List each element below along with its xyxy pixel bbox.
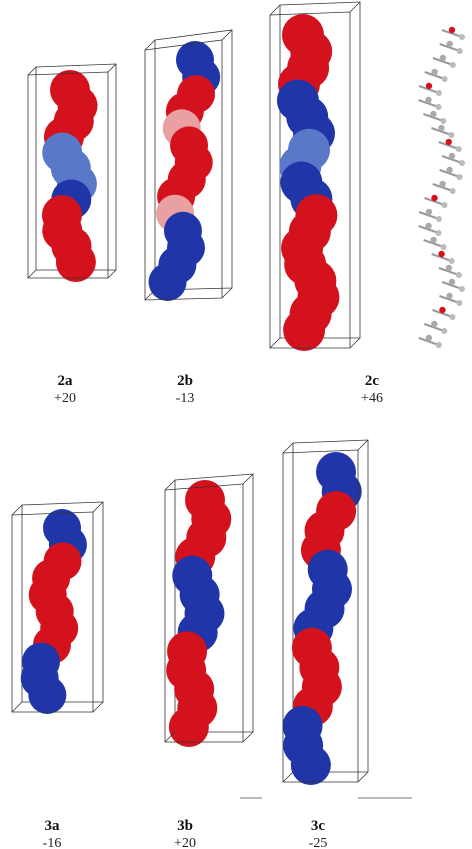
compound-value: +20 bbox=[174, 836, 196, 849]
bounding-box-edge bbox=[358, 440, 368, 450]
atom bbox=[456, 300, 462, 306]
atom bbox=[425, 223, 431, 229]
atom bbox=[447, 41, 453, 47]
bounding-box-edge bbox=[350, 2, 360, 12]
bounding-box-edge bbox=[145, 290, 155, 300]
atom bbox=[430, 237, 436, 243]
atom bbox=[438, 125, 444, 131]
atom bbox=[457, 174, 463, 180]
compound-value: +46 bbox=[361, 391, 383, 406]
atom bbox=[430, 111, 436, 117]
bounding-box-edge bbox=[222, 288, 232, 298]
atom bbox=[459, 286, 465, 292]
atom bbox=[439, 307, 445, 313]
atom-surface bbox=[56, 242, 96, 282]
bounding-box-edge bbox=[270, 338, 280, 348]
compound-value: -13 bbox=[176, 391, 195, 406]
atom bbox=[449, 258, 455, 264]
bounding-box-edge bbox=[28, 270, 36, 278]
atom bbox=[436, 216, 442, 222]
atom bbox=[448, 132, 454, 138]
molecule-art bbox=[12, 2, 465, 785]
atom bbox=[440, 55, 446, 61]
compound-label: 2a bbox=[58, 373, 74, 389]
atom-surface bbox=[28, 676, 66, 714]
bounding-box-edge bbox=[12, 702, 22, 712]
bounding-box-edge bbox=[358, 772, 368, 782]
bounding-box-edge bbox=[165, 480, 175, 490]
bounding-box-edge bbox=[350, 338, 360, 348]
bounding-box-edge bbox=[108, 64, 116, 72]
compound-label: 2c bbox=[365, 373, 380, 389]
atom bbox=[446, 265, 452, 271]
atom bbox=[439, 181, 445, 187]
atom bbox=[426, 209, 432, 215]
compound-label: 2b bbox=[177, 373, 193, 389]
atom bbox=[456, 272, 462, 278]
figure: 2a +20 2b -13 2c +46 3a -16 3b +20 3c -2… bbox=[0, 0, 472, 849]
compound-value: -16 bbox=[43, 836, 62, 849]
bounding-box-edge bbox=[283, 772, 293, 782]
compound-value: +20 bbox=[54, 391, 76, 406]
atom bbox=[441, 244, 447, 250]
atom bbox=[426, 83, 432, 89]
bounding-box-edge bbox=[12, 505, 22, 515]
atom bbox=[440, 118, 446, 124]
atom-surface bbox=[149, 263, 187, 301]
atom-surface bbox=[291, 745, 331, 785]
bounding-box-edge bbox=[243, 474, 253, 484]
bounding-box-edge bbox=[93, 502, 103, 512]
atom bbox=[436, 90, 442, 96]
atom bbox=[457, 48, 463, 54]
atom-surface bbox=[169, 707, 209, 747]
compound-label: 3c bbox=[311, 818, 326, 834]
atom bbox=[459, 160, 465, 166]
atom-surface bbox=[283, 309, 325, 351]
atom bbox=[446, 139, 452, 145]
atom bbox=[456, 146, 462, 152]
bounding-box-edge bbox=[93, 702, 103, 712]
bounding-box-edge bbox=[243, 732, 253, 742]
atom bbox=[431, 69, 437, 75]
atom bbox=[442, 202, 448, 208]
atom bbox=[425, 97, 431, 103]
bounding-box-edge bbox=[270, 5, 280, 15]
atom bbox=[442, 76, 448, 82]
atom bbox=[446, 167, 452, 173]
compound-label: 3b bbox=[177, 818, 193, 834]
atom bbox=[436, 342, 442, 348]
bounding-box-edge bbox=[28, 67, 36, 75]
atom bbox=[446, 293, 452, 299]
atom bbox=[426, 335, 432, 341]
bounding-box-edge bbox=[108, 270, 116, 278]
atom bbox=[441, 328, 447, 334]
atom bbox=[438, 251, 444, 257]
atom bbox=[436, 230, 442, 236]
atom bbox=[450, 62, 456, 68]
atom bbox=[449, 314, 455, 320]
atom bbox=[431, 195, 437, 201]
atom bbox=[449, 153, 455, 159]
atom bbox=[449, 279, 455, 285]
atom bbox=[435, 104, 441, 110]
compound-value: -25 bbox=[309, 836, 328, 849]
atom bbox=[431, 321, 437, 327]
atom bbox=[459, 34, 465, 40]
atom bbox=[450, 188, 456, 194]
atom bbox=[449, 27, 455, 33]
compound-label: 3a bbox=[45, 818, 61, 834]
bounding-box-edge bbox=[283, 443, 293, 453]
